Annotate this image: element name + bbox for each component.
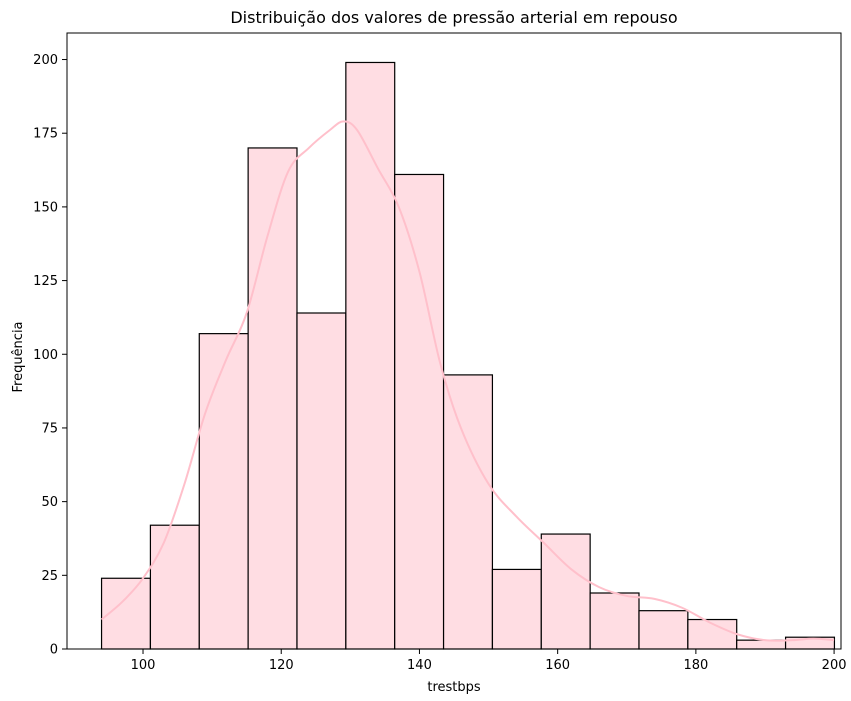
y-tick-label: 50: [41, 495, 58, 510]
histogram-bar: [345, 61, 396, 650]
histogram-bar: [394, 173, 445, 650]
histogram-bar: [247, 147, 298, 650]
y-tick-label: 25: [41, 569, 58, 584]
plot-frame: [66, 32, 842, 650]
x-axis-label: trestbps: [427, 680, 481, 695]
histogram-bar: [638, 610, 689, 650]
y-tick-label: 125: [33, 274, 58, 289]
x-tick-label: 180: [683, 658, 708, 673]
x-axis: 100 120 140 160 180 200: [131, 649, 847, 673]
histogram-bar: [198, 333, 249, 650]
bars-group: [100, 61, 836, 650]
y-tick-label: 0: [50, 643, 58, 658]
x-tick-label: 100: [131, 658, 156, 673]
histogram-bar: [296, 312, 347, 650]
histogram-bar: [442, 374, 494, 650]
x-tick-label: 160: [545, 658, 570, 673]
y-tick-label: 75: [41, 421, 58, 436]
histogram-bar: [540, 533, 591, 650]
x-tick-label: 120: [269, 658, 294, 673]
x-tick-label: 200: [822, 658, 847, 673]
y-tick-label: 150: [33, 200, 58, 215]
histogram-bar: [149, 524, 200, 650]
chart-title: Distribuição dos valores de pressão arte…: [230, 8, 677, 27]
y-tick-label: 200: [33, 53, 58, 68]
y-tick-label: 100: [33, 348, 58, 363]
histogram-bar: [589, 592, 640, 650]
histogram-bar: [491, 568, 542, 650]
y-axis-label: Frequência: [11, 321, 26, 392]
x-tick-label: 140: [407, 658, 432, 673]
y-axis: 0 25 50 75 100 125 150 175 200: [33, 53, 67, 658]
y-tick-label: 175: [33, 127, 58, 142]
kde-curve: [100, 120, 835, 642]
